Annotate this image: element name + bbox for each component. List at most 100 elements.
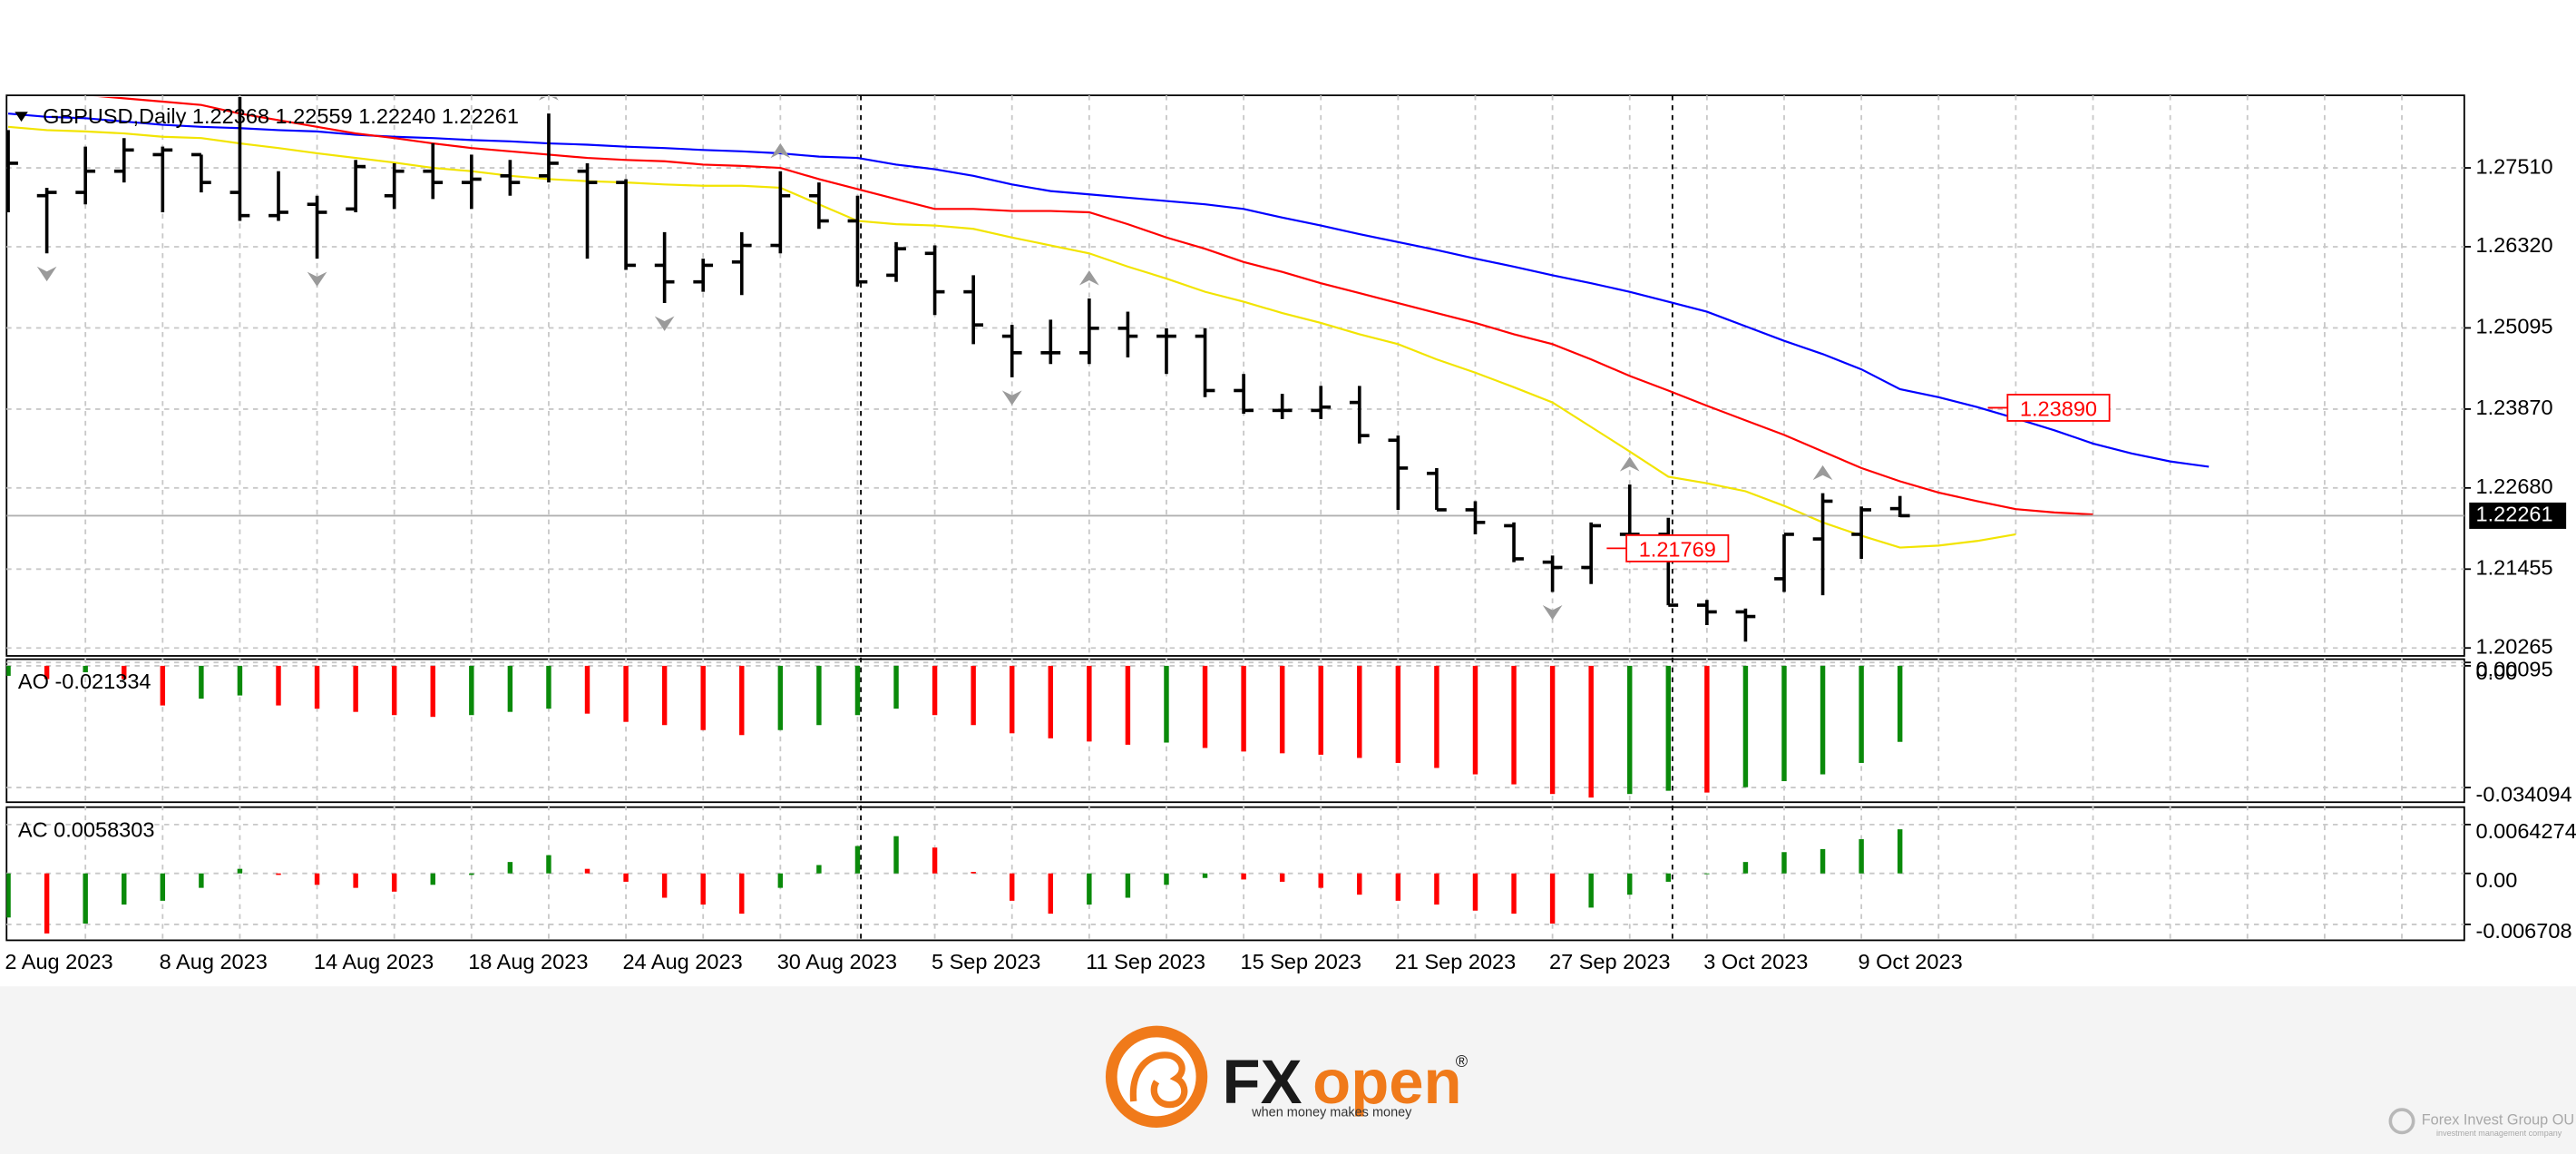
indicator-bar	[1859, 665, 1864, 763]
indicator-bar	[623, 665, 629, 722]
indicator-bar	[971, 872, 976, 874]
indicator-bar	[1588, 873, 1594, 908]
indicator-bar	[1279, 665, 1285, 754]
indicator-bar	[122, 873, 127, 905]
indicator-marks	[6, 829, 1903, 934]
indicator-bar	[1164, 873, 1169, 885]
indicator-bar	[199, 665, 204, 699]
indicator-bar	[932, 665, 938, 716]
y-tick-label: 1.25095	[2476, 315, 2553, 338]
indicator-bar	[1395, 873, 1401, 901]
indicator-bar	[1357, 665, 1362, 758]
indicator-bar	[353, 873, 358, 888]
indicator-bar	[1048, 873, 1053, 914]
indicator-bar	[1202, 873, 1208, 878]
marks: 1.23890 1.21769	[6, 96, 2464, 934]
indicator-bar	[1434, 873, 1439, 905]
logo-registered: ®	[1456, 1052, 1469, 1071]
indicator-bar	[1549, 665, 1556, 795]
indicator-bar	[1472, 873, 1478, 911]
x-tick-label: 11 Sep 2023	[1086, 950, 1205, 973]
indicator-bar	[739, 665, 745, 736]
indicator-bar	[777, 873, 784, 888]
indicator-bar	[314, 873, 320, 885]
last-price-label: 1.22261	[2476, 503, 2553, 526]
y-tick-label: -0.006708	[2476, 919, 2572, 943]
indicator-bar	[276, 873, 281, 875]
indicator-bar	[1087, 665, 1092, 742]
fractal-up	[1619, 456, 1640, 472]
indicator-bar	[893, 665, 899, 709]
x-tick-label: 30 Aug 2023	[777, 950, 897, 973]
price-panel	[5, 94, 2465, 657]
indicator-bar	[1665, 665, 1672, 791]
y-tick-label: 1.21455	[2476, 556, 2553, 580]
fractal-up	[1812, 465, 1833, 481]
indicator-bar	[1395, 665, 1401, 763]
x-tick-label: 14 Aug 2023	[314, 950, 434, 973]
indicator-bar	[1627, 665, 1633, 795]
fractal-up	[770, 142, 791, 159]
indicator-bar	[584, 665, 590, 714]
x-tick-label: 9 Oct 2023	[1858, 950, 1962, 973]
fractal-down	[1542, 605, 1563, 621]
indicator-bar	[700, 665, 706, 730]
x-tick-label: 3 Oct 2023	[1703, 950, 1808, 973]
indicator-bar	[1781, 665, 1787, 782]
y-tick-label: 1.26320	[2476, 233, 2553, 257]
indicator-bar	[1897, 665, 1903, 742]
x-tick-label: 15 Sep 2023	[1240, 950, 1361, 973]
indicator-bar	[1859, 839, 1864, 874]
indicator-bar	[854, 665, 861, 716]
indicator-bar	[971, 665, 976, 726]
indicator-bar	[1009, 665, 1015, 734]
indicator-bar	[1202, 665, 1208, 748]
indicator-bar	[6, 665, 11, 676]
indicator-bar	[1820, 848, 1826, 874]
indicator-bar	[1279, 873, 1285, 882]
indicator-bar	[777, 665, 784, 730]
y-tick-label: 1.22680	[2476, 474, 2553, 498]
indicator-bar	[739, 873, 745, 914]
indicator-bar	[314, 665, 320, 709]
indicator-bar	[199, 873, 204, 888]
indicator-marks	[6, 665, 1903, 798]
indicator-bar	[44, 873, 50, 934]
partner-name: Forex Invest Group OU	[2422, 1111, 2574, 1128]
axis-labels: 2 Aug 2023 8 Aug 2023 14 Aug 2023 18 Aug 20…	[5, 154, 2576, 973]
x-tick-label: 8 Aug 2023	[160, 950, 268, 973]
indicator-bar	[507, 862, 513, 874]
logo-emblem-inner	[1117, 1037, 1196, 1117]
x-tick-label: 5 Sep 2023	[932, 950, 1040, 973]
logo-tagline: when money makes money	[1251, 1105, 1412, 1120]
indicator-bar	[1009, 873, 1015, 901]
x-tick-label: 18 Aug 2023	[468, 950, 588, 973]
indicator-bar	[661, 665, 668, 726]
indicator-bar	[1318, 665, 1323, 755]
indicator-bar	[1164, 665, 1169, 743]
indicator-bar	[1125, 665, 1131, 745]
indicator-bar	[1472, 665, 1478, 775]
indicator-bar	[1627, 873, 1633, 895]
chart-title: GBPUSD,Daily 1.22368 1.22559 1.22240 1.2…	[43, 104, 519, 128]
indicator-bar	[122, 665, 127, 680]
indicator-bar	[584, 868, 590, 874]
indicator-bar	[1742, 862, 1749, 874]
indicator-bar	[6, 873, 11, 918]
y-tick-label: 0.00	[2476, 868, 2518, 892]
indicator-bar	[353, 665, 358, 712]
indicator-bar	[700, 873, 706, 905]
indicator-bar	[854, 846, 861, 874]
x-tick-label: 24 Aug 2023	[622, 950, 742, 973]
indicator-bar	[1241, 873, 1246, 880]
indicator-bar	[893, 836, 899, 874]
indicator-bar	[1511, 873, 1517, 914]
y-tick-label: 1.20265	[2476, 634, 2553, 658]
y-tick-label: 0.00095	[2476, 657, 2553, 680]
indicator-bar	[1125, 873, 1131, 898]
indicator-bar	[276, 665, 281, 706]
logo-dragon	[1129, 1051, 1188, 1109]
indicator-bar	[623, 873, 629, 882]
